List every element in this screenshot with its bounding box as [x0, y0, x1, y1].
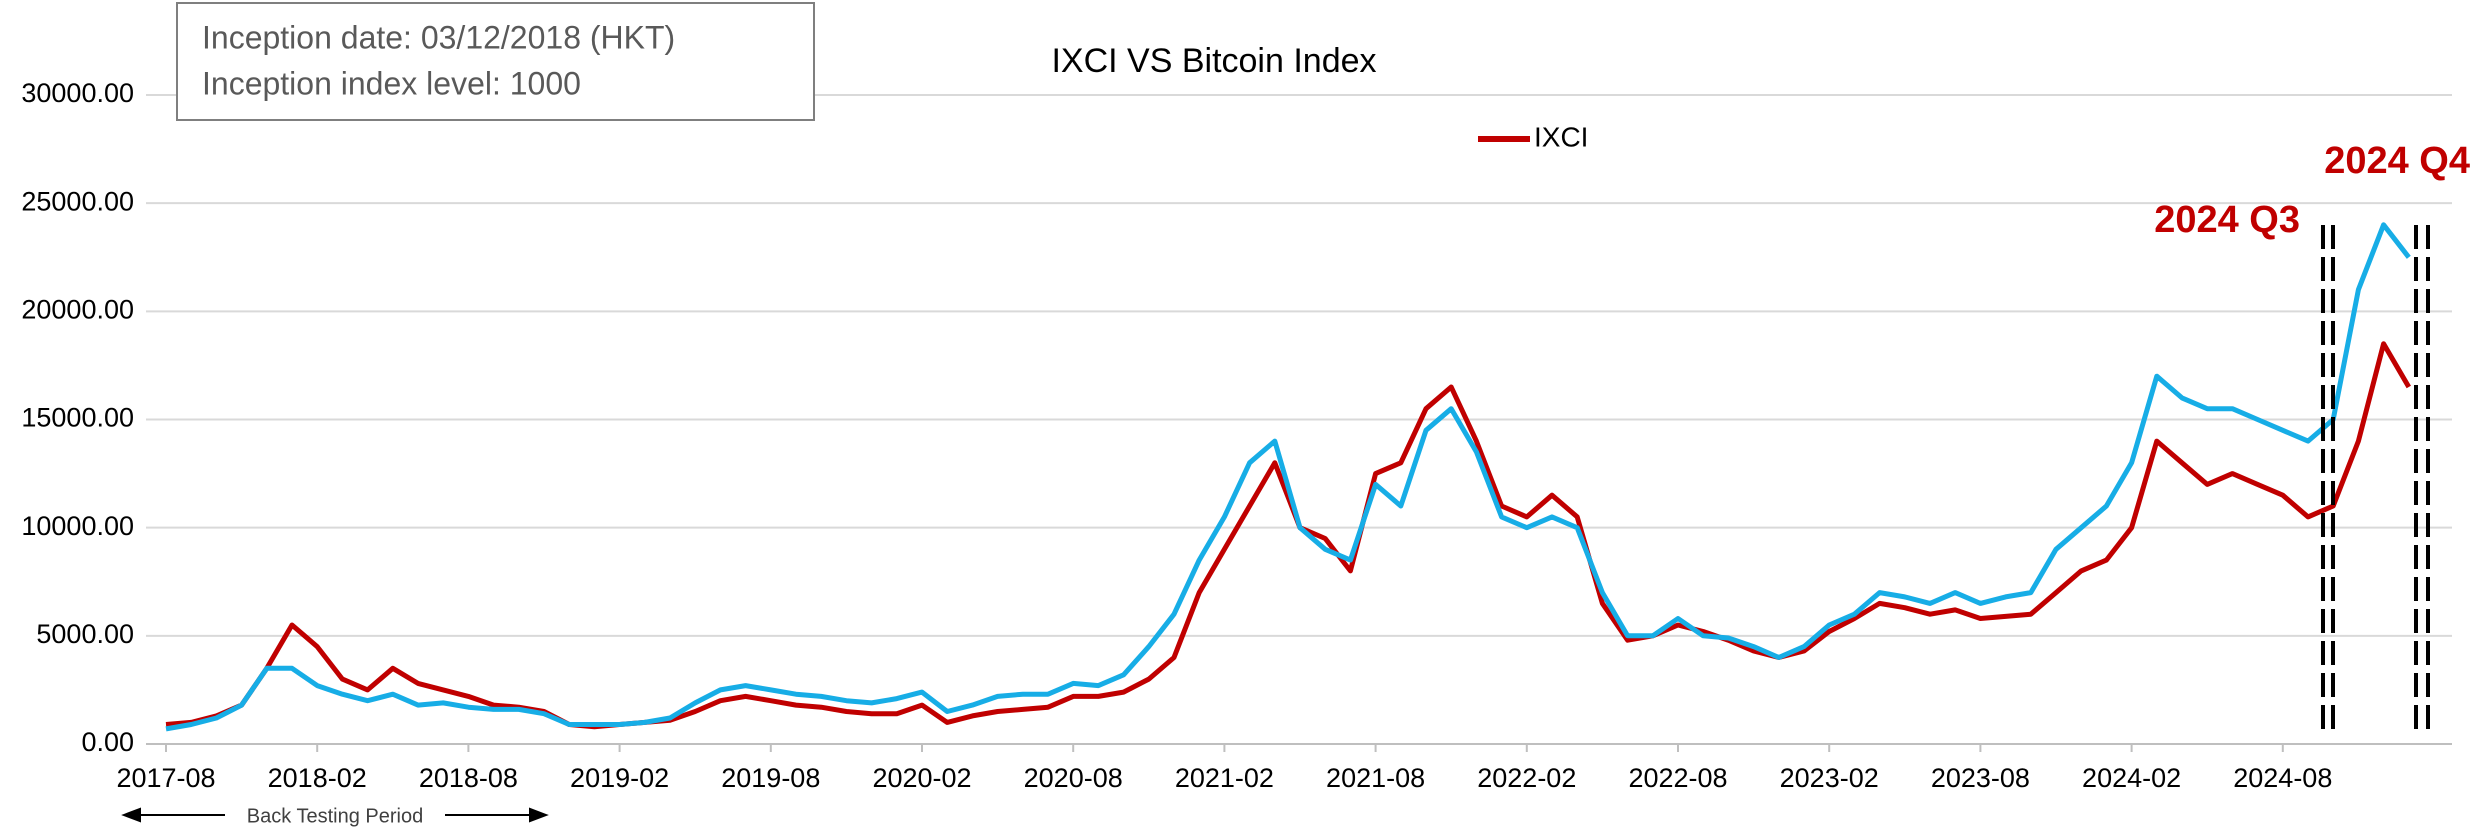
x-tick-label: 2021-02	[1175, 763, 1274, 793]
x-tick-label: 2023-02	[1780, 763, 1879, 793]
x-tick-label: 2024-02	[2082, 763, 2181, 793]
x-tick-label: 2022-08	[1628, 763, 1727, 793]
annotation: 2024 Q4	[2324, 140, 2470, 182]
x-tick-label: 2018-08	[419, 763, 518, 793]
x-tick-label: 2021-08	[1326, 763, 1425, 793]
x-tick-label: 2020-08	[1024, 763, 1123, 793]
y-tick-label: 20000.00	[21, 294, 134, 324]
x-tick-label: 2020-02	[872, 763, 971, 793]
series-line	[165, 222, 2411, 732]
period-arrow	[121, 807, 549, 823]
info-box	[176, 2, 815, 121]
arrow-head	[529, 807, 549, 823]
y-tick-label: 5000.00	[36, 619, 134, 649]
x-tick-label: 2019-02	[570, 763, 669, 793]
x-tick-label: 2023-08	[1931, 763, 2030, 793]
period-label: Back Testing Period	[247, 805, 423, 827]
y-tick-label: 15000.00	[21, 403, 134, 433]
y-tick-label: 25000.00	[21, 186, 134, 216]
x-tick-label: 2024-08	[2233, 763, 2332, 793]
info-text: Inception date: 03/12/2018 (HKT)	[202, 19, 675, 55]
lines	[165, 222, 2411, 732]
y-tick-label: 30000.00	[21, 78, 134, 108]
y-tick-label: 10000.00	[21, 511, 134, 541]
info-text: Inception index level: 1000	[202, 65, 581, 101]
chart-title: IXCI VS Bitcoin Index	[1051, 42, 1376, 80]
arrow-head	[121, 807, 141, 823]
x-tick-label: 2019-08	[721, 763, 820, 793]
y-tick-label: 0.00	[81, 727, 134, 757]
grid	[146, 94, 2452, 752]
x-tick-label: 2017-08	[116, 763, 215, 793]
x-tick-label: 2022-02	[1477, 763, 1576, 793]
x-tick-label: 2018-02	[268, 763, 367, 793]
legend-label: IXCI	[1534, 121, 1588, 152]
annotation: 2024 Q3	[2154, 199, 2300, 241]
q3-markers	[2321, 225, 2430, 730]
